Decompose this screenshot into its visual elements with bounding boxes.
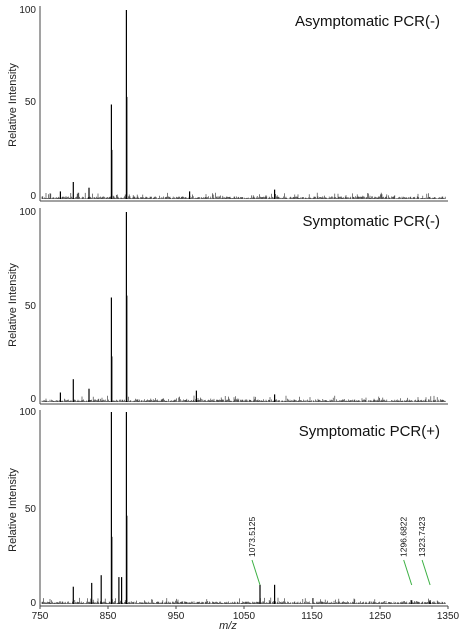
panel-1-y-axis-title: Relative Intensity <box>7 63 19 147</box>
panel-1-spectrum <box>41 10 446 199</box>
peak-annotation-label-2: 1323.7423 <box>417 517 427 557</box>
panel-2-y-tick-50: 50 <box>25 301 37 312</box>
x-tick-label-750: 750 <box>32 611 49 622</box>
x-tick-label-950: 950 <box>168 611 185 622</box>
x-axis-tick-labels: 750 850 950 1050 1150 1250 1350 <box>32 606 460 622</box>
panel-1-title: Asymptomatic PCR(-) <box>295 13 440 30</box>
panel-3-peak-annotations: 1073.5125 1296.6822 1323.7423 <box>247 517 431 586</box>
peak-annotation-leader-1 <box>403 559 413 586</box>
x-axis-title: m/z <box>219 620 237 632</box>
peak-annotation-label-0: 1073.5125 <box>247 517 257 557</box>
panel-3-y-tick-0: 0 <box>30 598 36 609</box>
panel-2-spectrum <box>41 212 446 402</box>
panel-3-y-tick-50: 50 <box>25 504 37 515</box>
panel-3-y-tick-labels: 100 50 0 <box>19 407 36 609</box>
panel-1-noise-baseline <box>41 192 446 199</box>
x-tick-label-1150: 1150 <box>301 611 323 622</box>
peak-annotation-label-1: 1296.6822 <box>399 517 409 557</box>
panel-2-y-tick-100: 100 <box>19 207 36 218</box>
panel-2-y-axis-title: Relative Intensity <box>7 263 19 347</box>
panel-3: Symptomatic PCR(+) Relative Intensity 10… <box>7 407 448 609</box>
panel-3-title: Symptomatic PCR(+) <box>299 423 440 440</box>
panel-1-y-tick-labels: 100 50 0 <box>19 5 36 202</box>
x-tick-label-1350: 1350 <box>437 611 460 622</box>
panel-3-y-tick-100: 100 <box>19 407 36 418</box>
x-tick-label-1250: 1250 <box>369 611 392 622</box>
panel-2-y-tick-labels: 100 50 0 <box>19 207 36 405</box>
x-tick-label-1050: 1050 <box>233 611 256 622</box>
panel-1-y-tick-100: 100 <box>19 5 36 16</box>
panel-1-y-tick-50: 50 <box>25 97 37 108</box>
panel-3-noise-baseline <box>41 597 446 604</box>
panel-3-y-axis-title: Relative Intensity <box>7 468 19 552</box>
x-tick-label-850: 850 <box>100 611 117 622</box>
panel-2-noise-baseline <box>41 395 446 402</box>
peak-annotation-leader-2 <box>421 559 431 586</box>
panel-2: Symptomatic PCR(-) Relative Intensity 10… <box>7 207 448 405</box>
panel-1: Asymptomatic PCR(-) Relative Intensity 1… <box>7 5 448 202</box>
panel-3-spectrum <box>41 412 446 604</box>
peak-annotation-leader-0 <box>251 559 261 586</box>
panel-1-y-tick-0: 0 <box>30 191 36 202</box>
panel-2-y-tick-0: 0 <box>30 394 36 405</box>
panel-2-title: Symptomatic PCR(-) <box>302 213 440 230</box>
